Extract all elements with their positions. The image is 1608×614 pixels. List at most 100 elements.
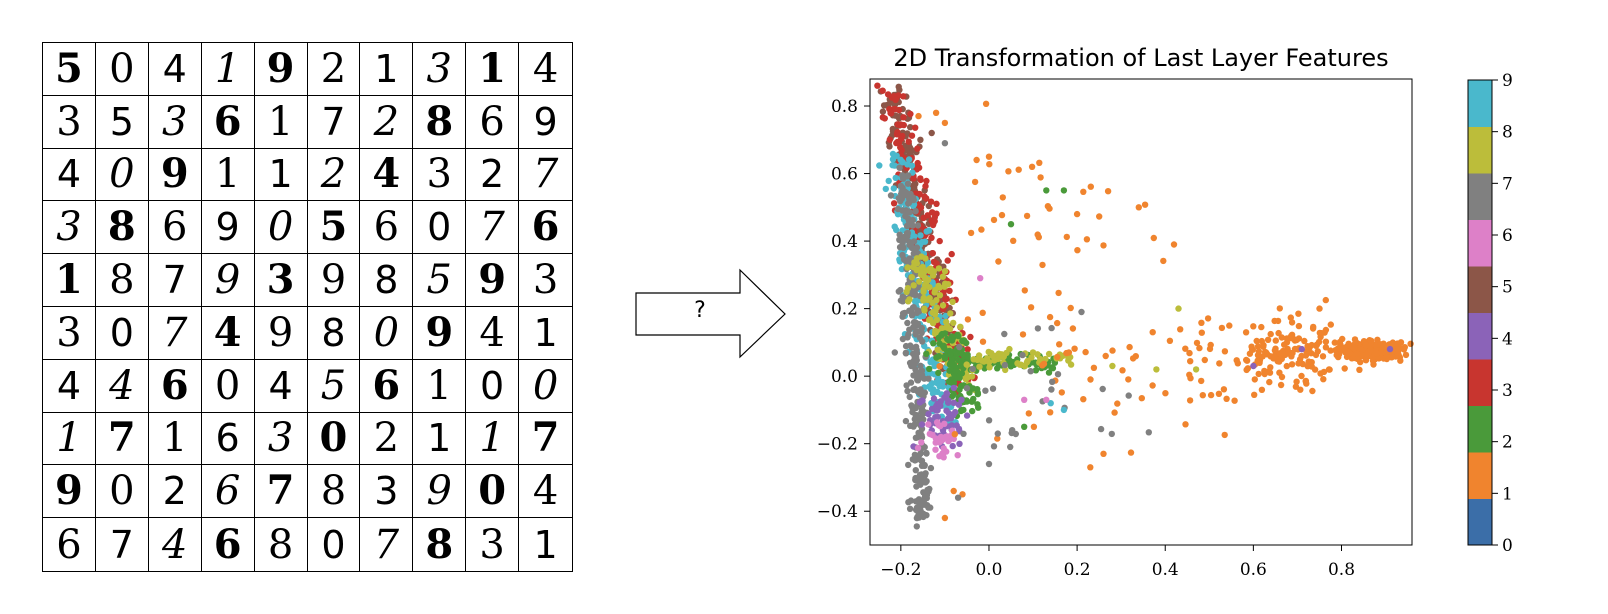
scatter-point bbox=[947, 378, 955, 385]
scatter-point bbox=[917, 414, 924, 422]
scatter-point bbox=[925, 504, 932, 511]
scatter-point bbox=[1400, 346, 1408, 353]
digit-cell: 9 bbox=[148, 148, 202, 202]
x-tick-label: 0.6 bbox=[1240, 560, 1267, 580]
colorbar-tick-label: 5 bbox=[1502, 278, 1513, 298]
scatter-point bbox=[1019, 351, 1026, 359]
digit-cell: 2 bbox=[466, 148, 520, 202]
digit-cell: 7 bbox=[254, 465, 308, 519]
scatter-point bbox=[1339, 335, 1346, 343]
scatter-point bbox=[908, 274, 915, 281]
scatter-point bbox=[1320, 368, 1328, 376]
digit-cell: 0 bbox=[466, 359, 520, 413]
x-tick-label: 0.0 bbox=[975, 560, 1002, 580]
scatter-point bbox=[930, 395, 938, 402]
scatter-point bbox=[1371, 346, 1379, 354]
scatter-point bbox=[910, 423, 917, 430]
scatter-point bbox=[927, 464, 935, 472]
scatter-point bbox=[1275, 329, 1282, 337]
scatter-point bbox=[1001, 330, 1008, 338]
scatter-point bbox=[986, 364, 993, 371]
scatter-point bbox=[890, 200, 898, 207]
scatter-point bbox=[905, 461, 912, 469]
scatter-point bbox=[982, 387, 989, 394]
digit-cell: 9 bbox=[519, 96, 572, 149]
scatter-point bbox=[1333, 351, 1340, 359]
scatter-point bbox=[1305, 358, 1312, 365]
scatter-point bbox=[1233, 357, 1240, 364]
scatter-point bbox=[963, 385, 971, 392]
scatter-point bbox=[1109, 347, 1116, 354]
scatter-point bbox=[941, 353, 949, 360]
digit-cell: 5 bbox=[95, 95, 149, 149]
scatter-point bbox=[995, 350, 1002, 357]
scatter-point bbox=[974, 401, 981, 408]
scatter-point bbox=[1353, 350, 1361, 357]
scatter-point bbox=[1058, 389, 1065, 396]
scatter-point bbox=[912, 467, 919, 474]
scatter-point bbox=[1036, 159, 1043, 166]
scatter-point bbox=[917, 362, 924, 369]
digit-cell: 3 bbox=[466, 518, 520, 571]
scatter-point bbox=[1345, 340, 1352, 347]
scatter-point bbox=[1021, 396, 1028, 403]
scatter-point bbox=[897, 144, 904, 151]
colorbar-segment bbox=[1468, 498, 1492, 546]
scatter-point bbox=[1047, 409, 1054, 416]
digit-cell: 8 bbox=[307, 465, 361, 519]
scatter-point bbox=[926, 284, 933, 291]
y-tick-label: 0.6 bbox=[831, 165, 858, 185]
scatter-point bbox=[912, 343, 920, 350]
scatter-point bbox=[911, 451, 919, 458]
scatter-point bbox=[1367, 346, 1374, 353]
scatter-point bbox=[1253, 337, 1260, 345]
scatter-point bbox=[919, 263, 926, 271]
scatter-point bbox=[1028, 163, 1036, 170]
scatter-point bbox=[979, 338, 987, 345]
digit-cell: 1 bbox=[413, 412, 467, 466]
digit-cell: 0 bbox=[201, 359, 255, 413]
scatter-point bbox=[1049, 365, 1057, 372]
scatter-point bbox=[985, 153, 993, 160]
scatter-point bbox=[960, 430, 967, 437]
scatter-point bbox=[1065, 349, 1073, 356]
digit-cell: 8 bbox=[413, 95, 467, 149]
scatter-point bbox=[1369, 354, 1377, 361]
scatter-point bbox=[960, 406, 967, 414]
scatter-point bbox=[918, 269, 925, 276]
scatter-point bbox=[994, 365, 1001, 372]
scatter-point bbox=[917, 232, 924, 239]
scatter-point bbox=[876, 162, 883, 169]
digit-cell: 7 bbox=[96, 518, 149, 571]
scatter-point bbox=[1226, 322, 1233, 329]
scatter-point bbox=[909, 222, 916, 229]
y-tick-label: −0.2 bbox=[817, 435, 858, 455]
digit-cell: 9 bbox=[43, 465, 96, 519]
scatter-point bbox=[964, 346, 971, 353]
scatter-point bbox=[1278, 334, 1285, 341]
colorbar-segment bbox=[1468, 80, 1492, 127]
scatter-point bbox=[1192, 366, 1200, 373]
scatter-point bbox=[1166, 337, 1174, 344]
scatter-point bbox=[935, 353, 943, 360]
scatter-point bbox=[1055, 289, 1062, 297]
digit-cell: 8 bbox=[95, 254, 149, 307]
scatter-point bbox=[1100, 450, 1107, 457]
scatter-point bbox=[932, 286, 939, 294]
scatter-point bbox=[1097, 425, 1105, 433]
scatter-point bbox=[918, 371, 926, 378]
scatter-point bbox=[897, 121, 905, 128]
digit-cell: 4 bbox=[149, 518, 202, 571]
scatter-point bbox=[935, 375, 942, 382]
digit-cell: 2 bbox=[360, 412, 414, 466]
scatter-point bbox=[1266, 378, 1273, 386]
scatter-point bbox=[902, 417, 910, 425]
scatter-point bbox=[1083, 236, 1091, 243]
scatter-point bbox=[999, 194, 1006, 201]
scatter-point bbox=[892, 174, 899, 182]
scatter-point bbox=[1295, 310, 1302, 317]
scatter-point bbox=[922, 493, 929, 500]
scatter-point bbox=[926, 316, 933, 324]
scatter-point bbox=[963, 398, 971, 405]
scatter-point bbox=[953, 422, 960, 429]
